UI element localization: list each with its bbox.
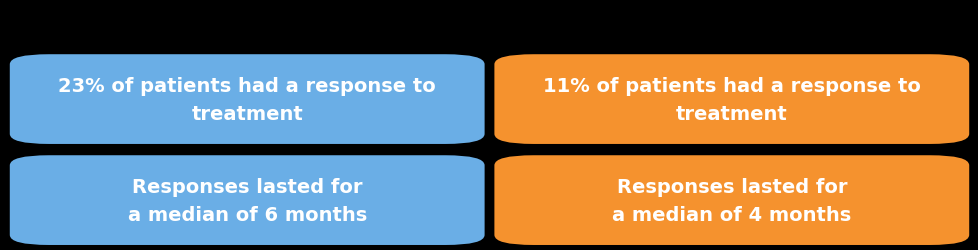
FancyBboxPatch shape [10, 55, 484, 144]
FancyBboxPatch shape [10, 156, 484, 245]
Text: Responses lasted for
a median of 6 months: Responses lasted for a median of 6 month… [127, 177, 367, 224]
Text: 11% of patients had a response to
treatment: 11% of patients had a response to treatm… [543, 76, 919, 123]
FancyBboxPatch shape [494, 156, 968, 245]
Text: Responses lasted for
a median of 4 months: Responses lasted for a median of 4 month… [611, 177, 851, 224]
FancyBboxPatch shape [494, 55, 968, 144]
Text: 23% of patients had a response to
treatment: 23% of patients had a response to treatm… [59, 76, 435, 123]
